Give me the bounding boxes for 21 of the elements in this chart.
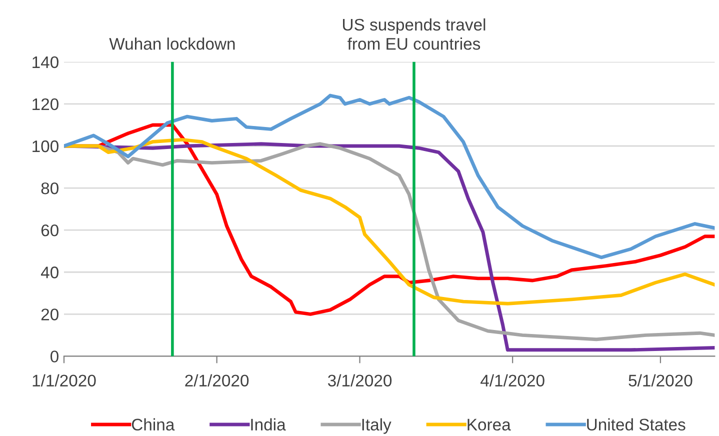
- y-tick-label: 20: [41, 308, 58, 320]
- x-tick-label: 5/1/2020: [628, 374, 692, 387]
- y-tick-label: 40: [40, 266, 58, 278]
- x-tick-label: 2/1/2020: [185, 374, 249, 387]
- ref-line-label: US suspends travel from EU countries: [343, 18, 486, 50]
- legend-label: China: [132, 418, 175, 431]
- legend-label: Korea: [468, 418, 511, 431]
- y-tick-label: 60: [41, 224, 58, 236]
- legend-label: United States: [587, 418, 686, 431]
- ref-line-label: Wuhan lockdown: [109, 38, 235, 50]
- y-tick-label: 140: [32, 56, 58, 68]
- y-tick-label: 0: [50, 350, 58, 362]
- line-series: [64, 94, 715, 260]
- x-tick-label: 3/1/2020: [328, 374, 392, 387]
- legend-label: Italy: [362, 418, 392, 434]
- legend-label: India: [251, 418, 286, 431]
- y-tick-label: 80: [41, 182, 58, 194]
- x-tick-label: 4/1/2020: [480, 374, 544, 387]
- y-tick-label: 120: [32, 98, 58, 110]
- x-tick-label: 1/1/2020: [32, 374, 96, 387]
- y-tick-label: 100: [32, 140, 58, 152]
